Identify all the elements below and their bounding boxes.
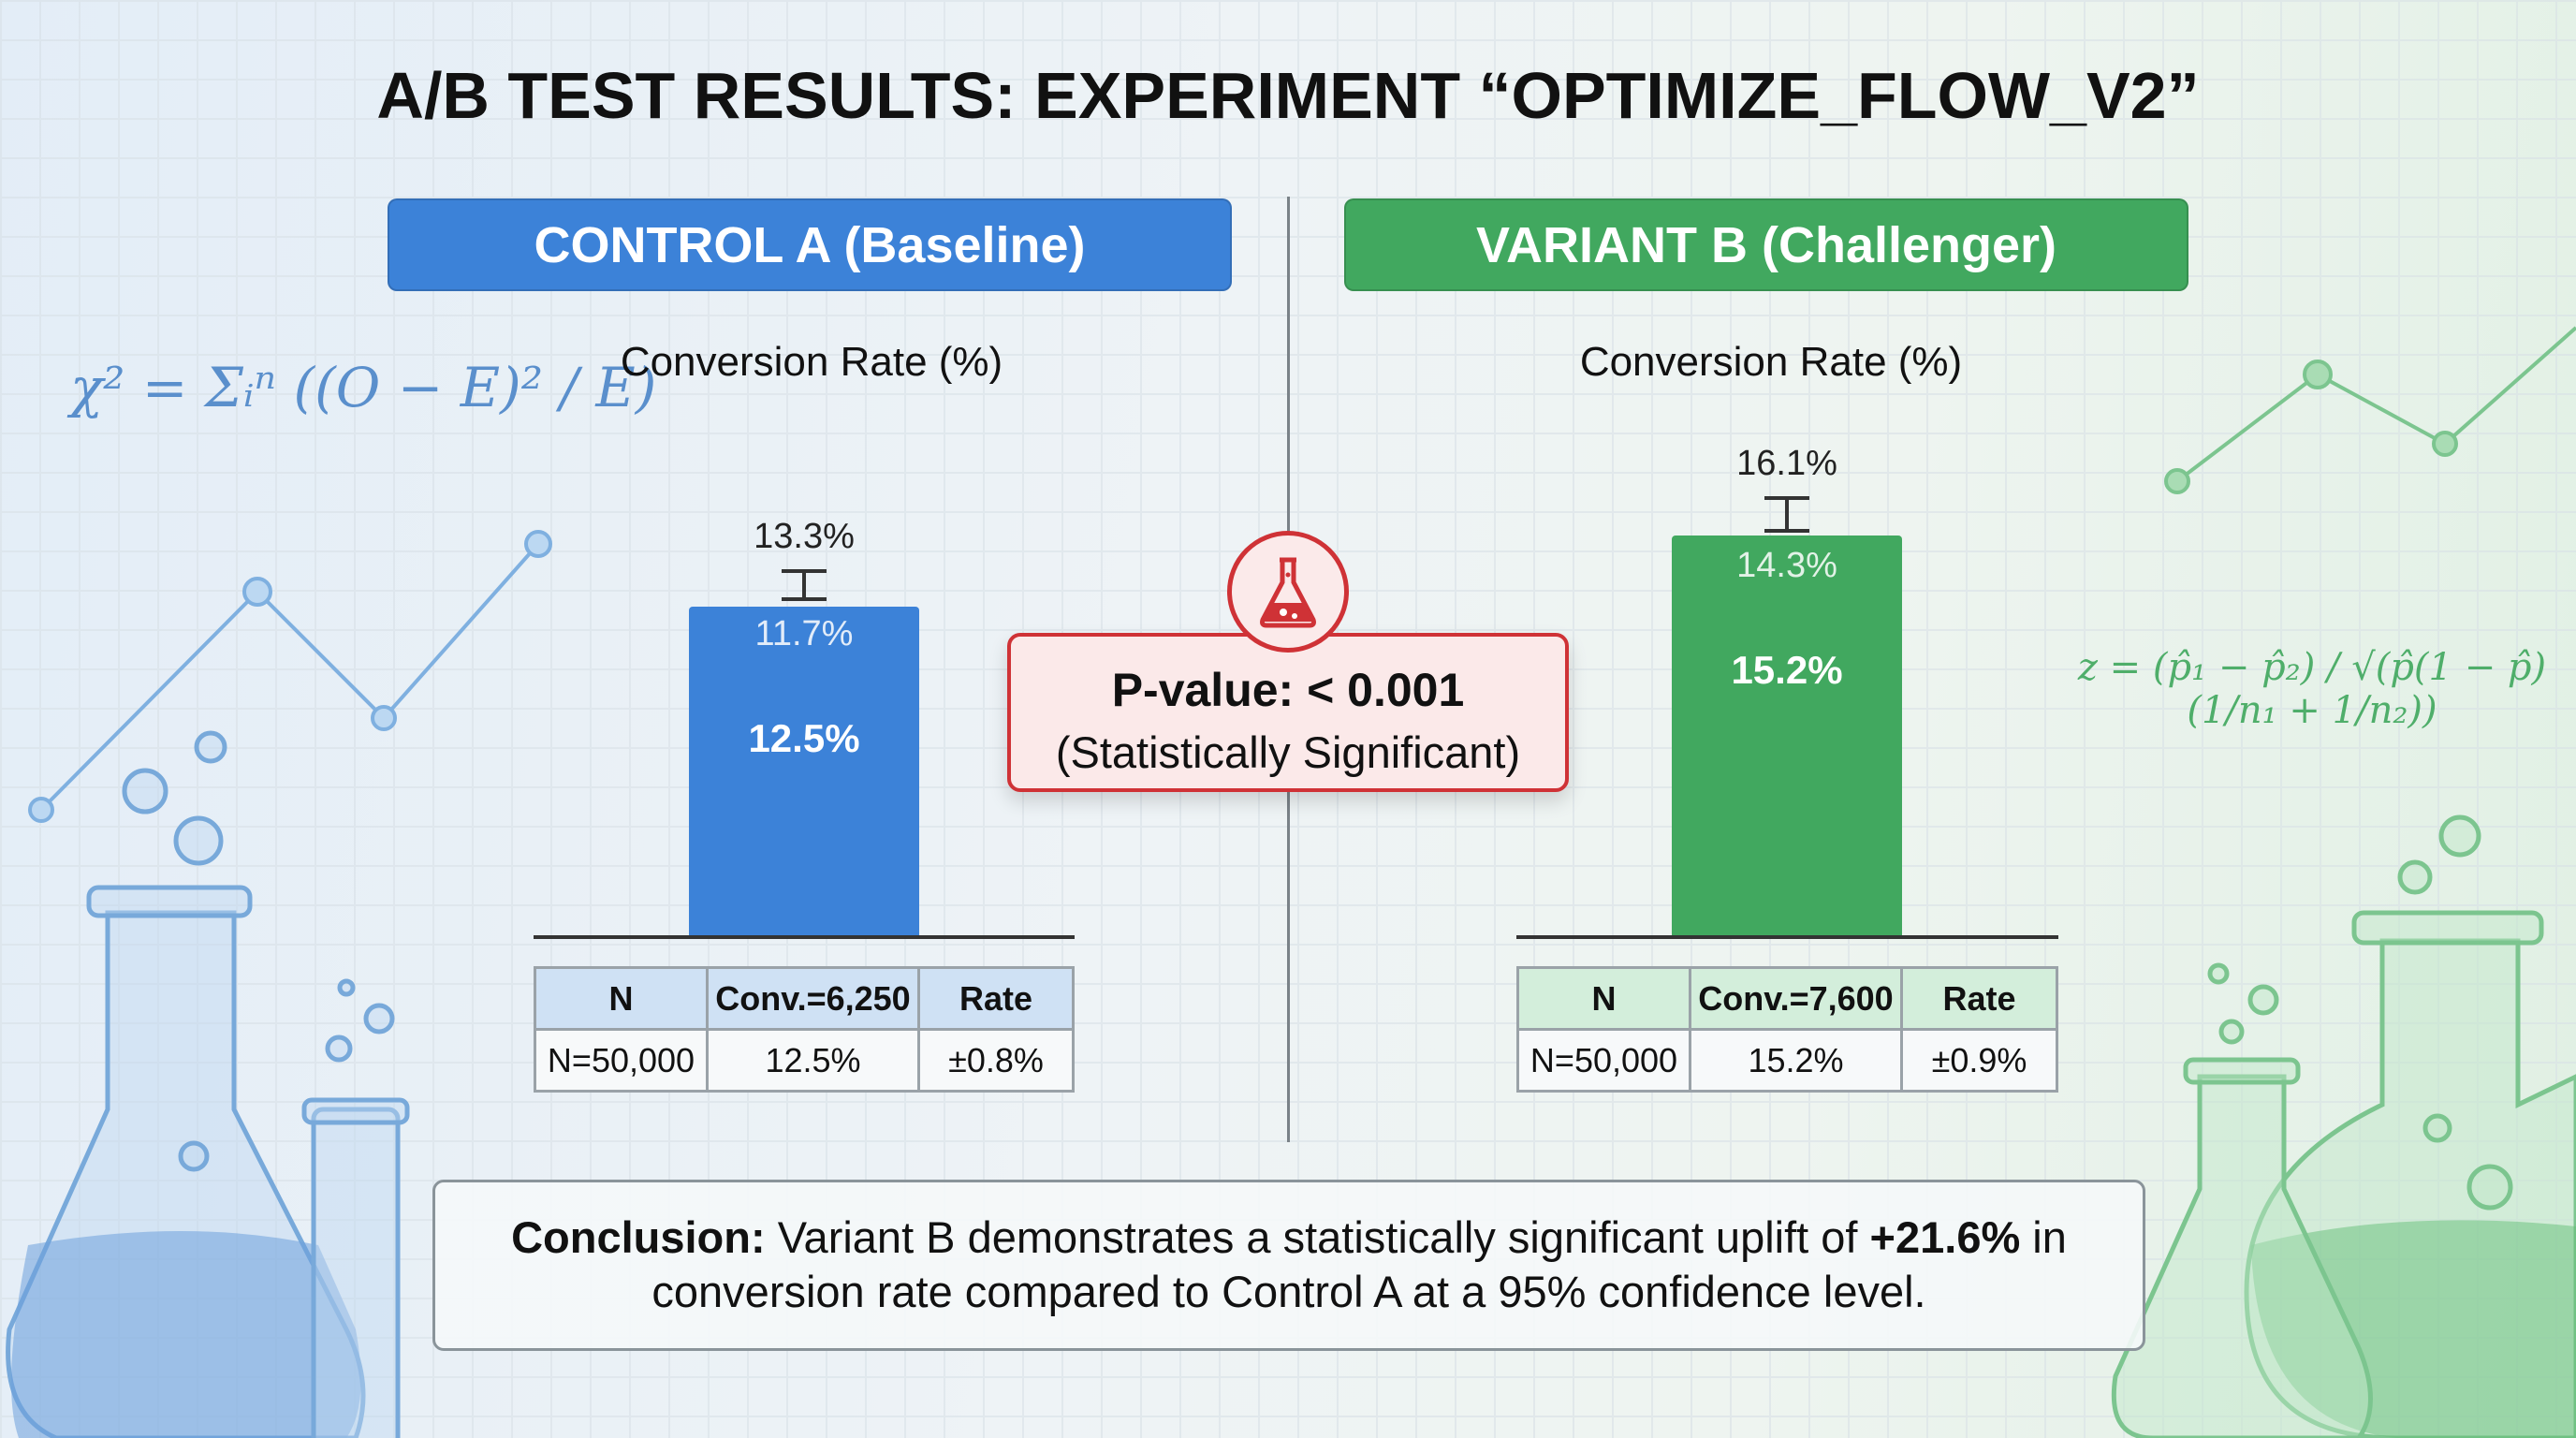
variant-baseline [1516,935,2058,939]
p-value-label: P-value: < 0.001 [1111,664,1465,716]
page-title: A/B TEST RESULTS: EXPERIMENT “OPTIMIZE_F… [376,59,2200,132]
control-value-label: 12.5% [748,716,860,761]
table-header: Rate [917,966,1075,1031]
variant-table: N Conv.=7,600 Rate N=50,000 15.2% ±0.9% [1516,966,2058,1093]
conclusion-heading: Conclusion: [511,1212,766,1262]
conclusion-text-end: in conversion rate compared to Control A… [651,1212,2067,1316]
variant-value-label: 15.2% [1731,648,1843,693]
flask-icon [1227,531,1349,653]
variant-error-cap-top [1764,495,1809,500]
significance-note: (Statistically Significant) [1055,727,1521,777]
control-table: N Conv.=6,250 Rate N=50,000 12.5% ±0.8% [534,966,1075,1093]
variant-header: VARIANT B (Challenger) [1344,198,2188,291]
table-header: Rate [1900,966,2058,1031]
table-cell: N=50,000 [534,1028,709,1093]
z-test-formula: z = (p̂₁ − p̂₂) / √(p̂(1 − p̂)(1/n₁ + 1/… [2077,646,2547,732]
chi-square-formula: χ² = Σᵢⁿ ((O − E)² / E) [70,356,657,419]
control-ci-high-label: 13.3% [754,517,855,557]
conclusion-text: Variant B demonstrates a statistically s… [765,1212,1870,1262]
uplift-value: +21.6% [1869,1212,2021,1262]
table-header: Conv.=7,600 [1689,966,1903,1031]
control-bar [689,606,919,935]
control-ci-low-label: 11.7% [754,614,854,654]
table-cell: 12.5% [706,1028,920,1093]
control-header: CONTROL A (Baseline) [388,198,1232,291]
control-error-bar [802,571,806,600]
flask-right-decoration [2111,814,2576,1438]
table-cell: ±0.9% [1900,1028,2058,1093]
control-error-cap-top [782,569,827,574]
table-header: Conv.=6,250 [706,966,920,1031]
line-plot-left-decoration [28,530,552,823]
control-error-cap-bottom [782,597,827,602]
control-chart-label: Conversion Rate (%) [620,339,1003,385]
control-baseline [534,935,1075,939]
table-header: N [534,966,709,1031]
variant-ci-high-label: 16.1% [1736,443,1837,483]
conclusion-box: Conclusion: Variant B demonstrates a sta… [432,1180,2145,1351]
table-header: N [1516,966,1691,1031]
line-plot-right-decoration [2164,326,2576,494]
p-value-callout: P-value: < 0.001 (Statistically Signific… [1007,633,1569,792]
table-cell: 15.2% [1689,1028,1903,1093]
variant-chart-label: Conversion Rate (%) [1579,339,1963,385]
variant-error-bar [1785,497,1789,532]
flask-left-decoration [6,730,410,1438]
variant-error-cap-bottom [1764,529,1809,534]
table-cell: N=50,000 [1516,1028,1691,1093]
variant-ci-low-label: 14.3% [1736,546,1837,586]
variant-bar [1672,535,1902,935]
table-cell: ±0.8% [917,1028,1075,1093]
